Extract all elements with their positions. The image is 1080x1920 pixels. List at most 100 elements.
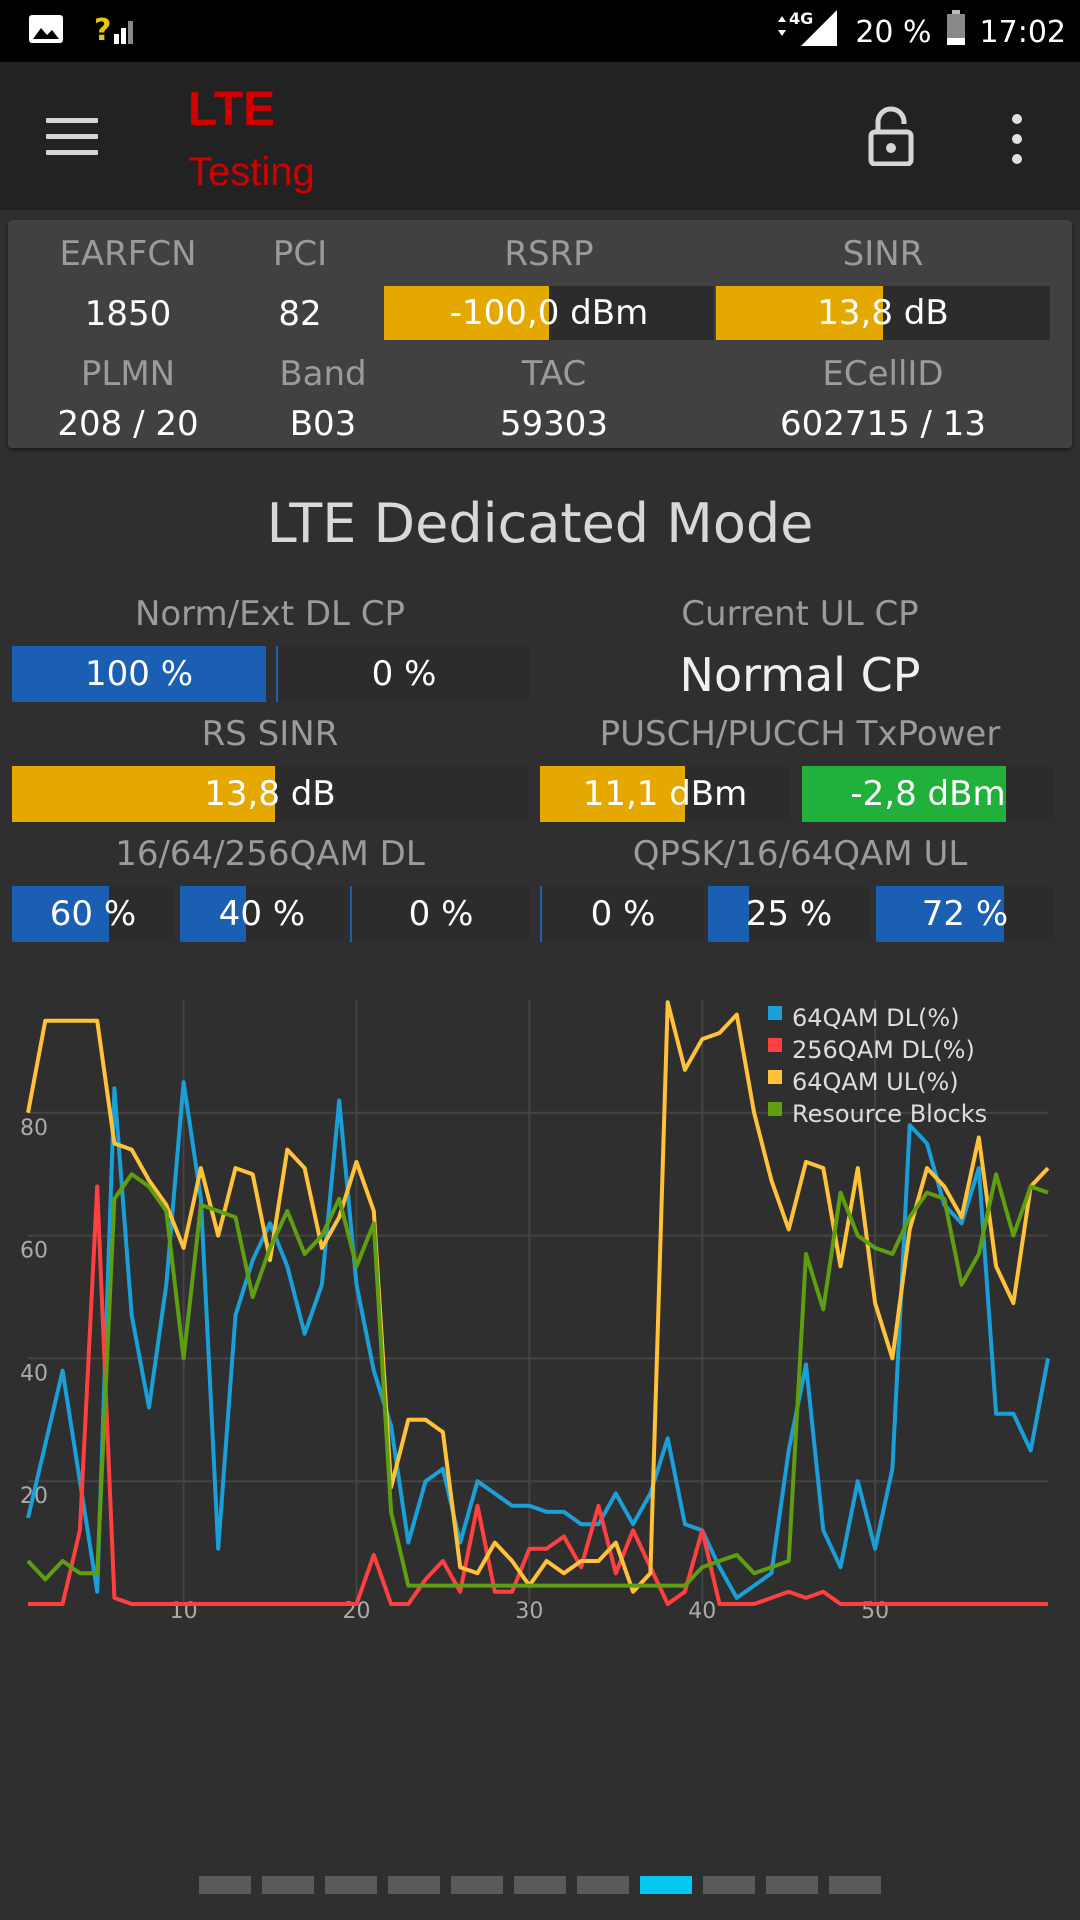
- bar-fill: [876, 886, 1005, 942]
- ul-16qam-value: 25 %: [745, 894, 833, 934]
- page-dot[interactable]: [262, 1876, 314, 1894]
- bar-fill: [716, 286, 883, 340]
- app-title: LTE: [188, 83, 276, 136]
- page-dot-active[interactable]: [640, 1876, 692, 1894]
- page-dot[interactable]: [514, 1876, 566, 1894]
- bar-fill: [384, 286, 549, 340]
- sinr-label: SINR: [842, 234, 924, 274]
- network-signal-icon: 4G: [775, 8, 841, 56]
- page-dot[interactable]: [703, 1876, 755, 1894]
- section-title: LTE Dedicated Mode: [266, 492, 814, 555]
- y-tick-label: 40: [20, 1361, 48, 1386]
- band-value: B03: [289, 404, 357, 444]
- dl-cp-extended-value: 0 %: [371, 654, 437, 694]
- ul-qpsk-bar: 0 %: [540, 886, 704, 942]
- legend-swatch: [768, 1006, 782, 1020]
- pucch-txpower-bar: -2,8 dBm: [802, 766, 1054, 822]
- page-dot[interactable]: [199, 1876, 251, 1894]
- tac-value: 59303: [499, 404, 609, 444]
- battery-icon: [946, 10, 966, 54]
- page-dot[interactable]: [829, 1876, 881, 1894]
- dl-64qam-value: 40 %: [218, 894, 306, 934]
- sinr-bar: 13,8 dB: [716, 286, 1050, 340]
- svg-text:4G: 4G: [789, 9, 813, 28]
- bar-fill: [540, 766, 685, 822]
- bar-fill: [12, 886, 110, 942]
- page-dot[interactable]: [388, 1876, 440, 1894]
- rsrp-bar: -100,0 dBm: [384, 286, 714, 340]
- txpower-label: PUSCH/PUCCH TxPower: [599, 714, 1001, 754]
- ul-64qam-value: 72 %: [921, 894, 1009, 934]
- dl-cp-normal-value: 100 %: [84, 654, 193, 694]
- qam-dl-label: 16/64/256QAM DL: [115, 834, 425, 874]
- plmn-value: 208 / 20: [57, 404, 199, 444]
- y-tick-label: 80: [20, 1116, 48, 1141]
- legend-swatch: [768, 1102, 782, 1116]
- series-256qam-dl-line: [28, 1184, 1048, 1606]
- bar-fill: [180, 886, 246, 942]
- page-dot[interactable]: [766, 1876, 818, 1894]
- status-bar: ? 4G 20 % 17:02: [0, 0, 1080, 62]
- dl-256qam-bar: 0 %: [350, 886, 530, 942]
- gallery-icon: [28, 14, 64, 48]
- ul-64qam-bar: 72 %: [876, 886, 1054, 942]
- dl-16qam-bar: 60 %: [12, 886, 174, 942]
- pci-label: PCI: [272, 234, 328, 274]
- svg-text:?: ?: [94, 13, 111, 46]
- pusch-txpower-bar: 11,1 dBm: [540, 766, 790, 822]
- ul-cp-label: Current UL CP: [681, 594, 919, 634]
- earfcn-value: 1850: [84, 294, 172, 334]
- pusch-txpower-value: 11,1 dBm: [582, 774, 748, 814]
- sinr-value: 13,8 dB: [817, 293, 949, 333]
- bar-fill: [802, 766, 1007, 822]
- series-resource-blocks-line: [26, 1172, 1049, 1588]
- rsrp-value: -100,0 dBm: [449, 293, 649, 333]
- app-subtitle: Testing: [188, 150, 315, 194]
- menu-icon[interactable]: [46, 118, 98, 156]
- no-sim-signal-icon: ?: [94, 12, 138, 50]
- pci-value: 82: [278, 294, 322, 334]
- page-dot[interactable]: [325, 1876, 377, 1894]
- more-options-icon[interactable]: [1002, 114, 1032, 166]
- legend-label: 64QAM DL(%): [792, 1004, 960, 1032]
- page-dot[interactable]: [577, 1876, 629, 1894]
- rs-sinr-label: RS SINR: [201, 714, 339, 754]
- x-tick-label: 30: [515, 1599, 543, 1624]
- qam-ul-label: QPSK/16/64QAM UL: [632, 834, 968, 874]
- dl-64qam-bar: 40 %: [180, 886, 344, 942]
- bar-fill: [708, 886, 749, 942]
- legend-swatch: [768, 1038, 782, 1052]
- pucch-txpower-value: -2,8 dBm: [850, 774, 1006, 814]
- rs-sinr-bar: 13,8 dB: [12, 766, 528, 822]
- dl-cp-normal-bar: 100 %: [12, 646, 266, 702]
- rs-sinr-value: 13,8 dB: [204, 774, 336, 814]
- legend-label: Resource Blocks: [792, 1100, 987, 1128]
- cell-info-panel: EARFCN 1850 PCI 82 RSRP -100,0 dBm SINR …: [8, 220, 1072, 448]
- ul-16qam-bar: 25 %: [708, 886, 870, 942]
- dl-cp-extended-bar: 0 %: [276, 646, 530, 702]
- clock: 17:02: [979, 14, 1066, 50]
- unlock-icon[interactable]: [868, 106, 914, 167]
- y-tick-label: 60: [20, 1239, 48, 1264]
- ecellid-value: 602715 / 13: [779, 404, 987, 444]
- page-dot[interactable]: [451, 1876, 503, 1894]
- bar-fill: [12, 766, 276, 822]
- ul-cp-value: Normal CP: [679, 648, 921, 702]
- band-label: Band: [279, 354, 367, 394]
- battery-percent: 20 %: [855, 14, 932, 50]
- dl-256qam-value: 0 %: [408, 894, 474, 934]
- dl-cp-label: Norm/Ext DL CP: [134, 594, 406, 634]
- legend-label: 64QAM UL(%): [792, 1068, 959, 1096]
- dl-16qam-value: 60 %: [49, 894, 137, 934]
- earfcn-label: EARFCN: [59, 234, 197, 274]
- legend-swatch: [768, 1070, 782, 1084]
- legend-label: 256QAM DL(%): [792, 1036, 975, 1064]
- series-64qam-ul-line: [26, 1000, 1050, 1594]
- app-bar: LTE Testing: [0, 62, 1080, 210]
- tac-label: TAC: [521, 354, 587, 394]
- plmn-label: PLMN: [80, 354, 176, 394]
- x-tick-label: 40: [688, 1599, 716, 1624]
- ecellid-label: ECellID: [822, 354, 944, 394]
- bar-fill: [12, 646, 266, 702]
